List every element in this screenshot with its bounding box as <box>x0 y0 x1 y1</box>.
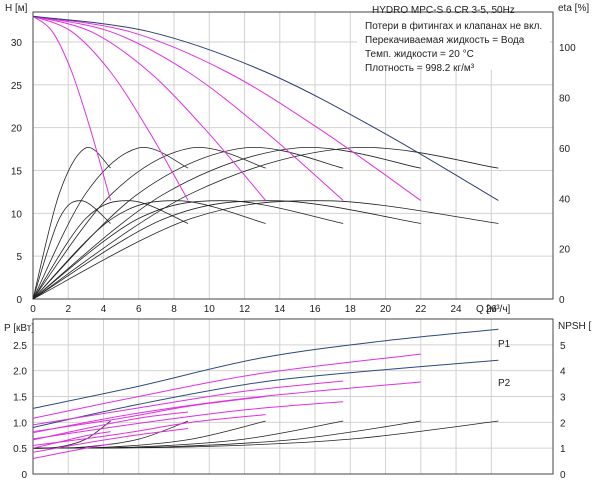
annotation-line: Плотность = 998.2 кг/м³ <box>365 63 475 74</box>
power-curve <box>32 411 189 441</box>
power-curve <box>32 380 344 426</box>
flow-tick-label: 16 <box>309 304 321 315</box>
flow-tick-label: 6 <box>136 304 142 315</box>
eta-tick-label: 0 <box>559 295 565 306</box>
power-curve <box>32 353 421 419</box>
efficiency-curve <box>32 146 344 300</box>
head-curve <box>32 15 344 201</box>
eta-tick-label: 100 <box>559 43 576 54</box>
npsh-tick-label: 2 <box>560 418 566 429</box>
efficiency-curve <box>32 147 111 300</box>
flow-tick-label: 10 <box>204 304 216 315</box>
efficiency-curve <box>32 200 344 300</box>
power-curve <box>32 401 344 440</box>
power-curve <box>32 414 266 447</box>
power-curve <box>32 428 189 453</box>
efficiency-curve <box>32 146 499 300</box>
flow-tick-label: 18 <box>345 304 357 315</box>
npsh-tick-label: 4 <box>560 367 566 378</box>
head-tick-labels: 0 5 10 15 20 25 30 <box>11 38 23 306</box>
npsh-tick-label: 0 <box>560 470 566 480</box>
efficiency-curve <box>32 200 499 300</box>
head-curve <box>32 15 267 201</box>
efficiency-curve <box>32 146 421 300</box>
p1-label: P1 <box>498 339 511 350</box>
head-curve <box>32 15 112 201</box>
npsh-tick-label: 3 <box>560 393 566 404</box>
flow-tick-label: 8 <box>171 304 177 315</box>
head-curve <box>32 15 189 201</box>
flow-tick-label: 4 <box>101 304 107 315</box>
head-tick-label: 15 <box>11 166 23 177</box>
power-tick-label: 2.5 <box>13 341 27 352</box>
eta-tick-label: 20 <box>559 245 571 256</box>
eta-tick-labels: 0 20 40 60 80 100 <box>559 43 576 306</box>
power-curve <box>32 359 499 428</box>
eta-tick-label: 60 <box>559 144 571 155</box>
flow-tick-label: 22 <box>415 304 427 315</box>
head-tick-label: 5 <box>16 252 22 263</box>
flow-tick-label: 14 <box>274 304 286 315</box>
power-curve <box>32 431 111 449</box>
npsh-tick-label: 5 <box>560 341 566 352</box>
head-tick-label: 0 <box>16 295 22 306</box>
power-axis-title: P [кВт] <box>4 323 34 334</box>
head-tick-label: 30 <box>11 38 23 49</box>
npsh-axis-title: NPSH [м] <box>558 321 592 332</box>
p2-label: P2 <box>498 378 511 389</box>
head-chart-frame <box>32 11 554 300</box>
power-tick-label: 0.5 <box>13 444 27 455</box>
power-tick-label: 1.5 <box>13 393 27 404</box>
annotation-line: Потери в фитингах и клапанах не вкл. <box>365 20 542 32</box>
npsh-curve <box>32 420 499 449</box>
flow-axis-title: Q [м³/ч] <box>476 304 511 315</box>
eta-tick-label: 40 <box>559 194 571 205</box>
power-tick-label: 2.0 <box>13 367 27 378</box>
pump-model-label: HYDRO MPC-S 6 CR 3-5, 50Hz <box>372 5 515 16</box>
npsh-tick-labels: 0 1 2 3 4 5 <box>560 341 566 481</box>
flow-tick-label: 12 <box>239 304 251 315</box>
head-tick-label: 10 <box>11 209 23 220</box>
power-curves <box>32 328 499 459</box>
head-tick-label: 20 <box>11 124 23 135</box>
efficiency-curves <box>32 146 499 300</box>
head-curve <box>32 15 499 201</box>
annotation-background <box>357 14 550 70</box>
flow-tick-label: 20 <box>380 304 392 315</box>
power-curve <box>32 443 111 459</box>
power-tick-labels: 0 0.5 1.0 1.5 2.0 2.5 <box>13 341 27 481</box>
power-curve <box>32 396 266 433</box>
power-tick-label: 0 <box>21 470 27 480</box>
flow-tick-label: 0 <box>30 304 36 315</box>
efficiency-curve <box>32 147 266 300</box>
power-tick-label: 1.0 <box>13 418 27 429</box>
power-curve <box>32 381 421 434</box>
efficiency-curve <box>32 200 266 300</box>
head-curves <box>32 15 499 201</box>
flow-tick-label: 24 <box>450 304 462 315</box>
flow-tick-label: 2 <box>65 304 71 315</box>
flow-tick-labels: 0 2 4 6 8 10 12 14 16 18 20 22 24 26 <box>30 304 497 315</box>
head-axis-title: H [м] <box>5 3 28 14</box>
efficiency-curve <box>32 200 421 300</box>
eta-tick-label: 80 <box>559 94 571 105</box>
head-tick-label: 25 <box>11 81 23 92</box>
power-chart-frame <box>32 318 554 475</box>
efficiency-curve <box>32 147 189 300</box>
npsh-tick-label: 1 <box>560 444 566 455</box>
eta-axis-title: eta [%] <box>558 3 589 14</box>
power-curve <box>32 328 499 409</box>
annotation-line: Темп. жидкости = 20 °C <box>365 49 474 60</box>
head-curve <box>32 15 422 201</box>
flow-tick-label: 26 <box>486 304 498 315</box>
annotation-line: Перекачиваемая жидкость = Вода <box>365 35 525 46</box>
power-chart-grid <box>33 319 553 474</box>
npsh-curves <box>32 420 499 449</box>
